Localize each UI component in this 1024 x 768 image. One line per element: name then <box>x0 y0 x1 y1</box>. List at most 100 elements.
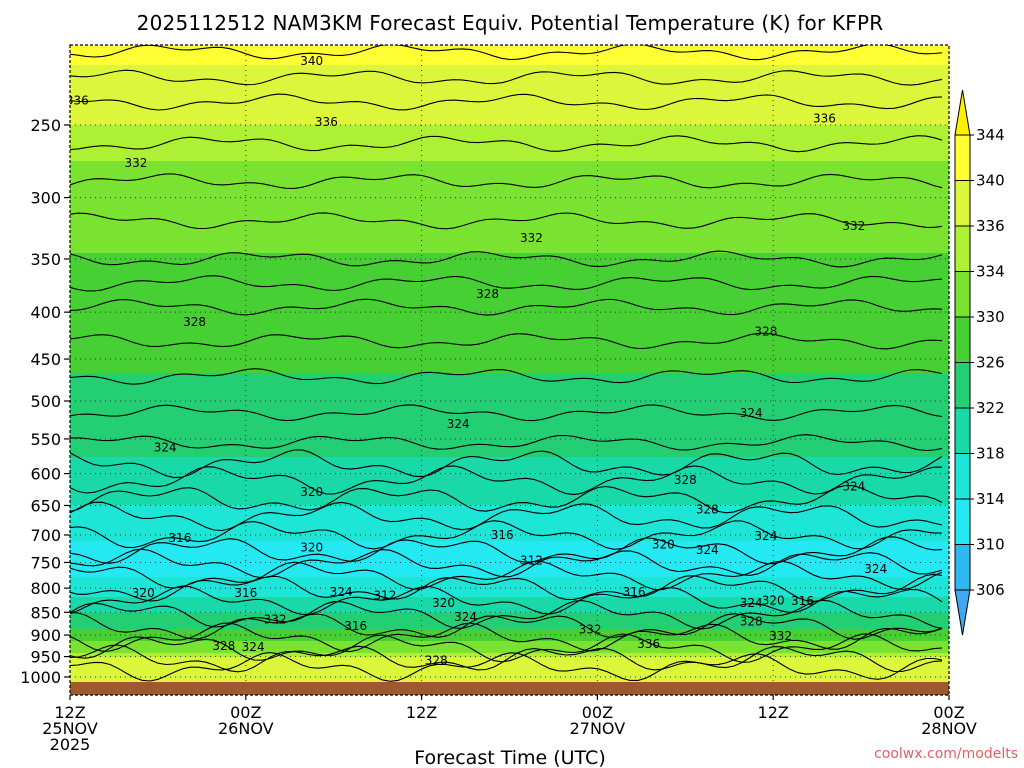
colorbar-segment <box>954 362 971 409</box>
contour-label: 316 <box>623 585 646 599</box>
color-band <box>70 353 949 358</box>
x-tick-label: 00Z <box>230 703 261 722</box>
color-band <box>70 153 949 158</box>
color-band <box>70 465 949 470</box>
color-band <box>70 557 949 562</box>
contour-label: 320 <box>762 593 785 607</box>
y-tick-label: 500 <box>30 392 61 411</box>
color-band <box>70 409 949 414</box>
y-tick-label: 250 <box>30 116 61 135</box>
color-band <box>70 541 949 546</box>
ground-surface <box>70 682 949 695</box>
colorbar-label: 322 <box>976 399 1005 417</box>
x-tick-label: 12Z <box>758 703 789 722</box>
color-band <box>70 345 949 350</box>
color-band <box>70 441 949 446</box>
color-band <box>70 157 949 162</box>
color-band <box>70 433 949 438</box>
color-band <box>70 209 949 214</box>
color-band <box>70 81 949 86</box>
color-band <box>70 585 949 590</box>
color-band <box>70 661 949 666</box>
color-band <box>70 641 949 646</box>
contour-label: 324 <box>447 417 470 431</box>
color-band <box>70 517 949 522</box>
color-band <box>70 121 949 126</box>
contour-label: 324 <box>842 480 865 494</box>
color-band <box>70 621 949 626</box>
contour-label: 320 <box>132 586 155 600</box>
color-band <box>70 149 949 154</box>
y-axis: 250 300 350 400 450 500 550 600 650 700 750 800 850 9… <box>20 116 70 687</box>
color-band <box>70 669 949 674</box>
color-band <box>70 565 949 570</box>
color-band <box>70 485 949 490</box>
color-band <box>70 501 949 506</box>
colorbar-segment <box>954 498 971 545</box>
color-band <box>70 453 949 458</box>
y-tick-label: 650 <box>30 496 61 515</box>
color-band <box>70 481 949 486</box>
color-band <box>70 109 949 114</box>
color-band <box>70 229 949 234</box>
color-band <box>70 637 949 642</box>
color-band <box>70 365 949 370</box>
contour-line <box>70 173 943 189</box>
color-band <box>70 137 949 142</box>
color-band <box>70 521 949 526</box>
contour-line <box>70 652 943 682</box>
contour-line <box>70 633 943 663</box>
y-tick-label: 1000 <box>20 668 61 687</box>
color-band <box>70 289 949 294</box>
color-band <box>70 549 949 554</box>
contour-line <box>70 93 943 111</box>
contour-label: 328 <box>674 473 697 487</box>
y-tick-label: 400 <box>30 303 61 322</box>
contour-label: 332 <box>842 219 865 233</box>
y-tick-label: 350 <box>30 250 61 269</box>
color-band <box>70 457 949 462</box>
color-band <box>70 245 949 250</box>
color-band <box>70 321 949 326</box>
contour-line <box>70 332 943 350</box>
contour-label: 320 <box>432 596 455 610</box>
color-band <box>70 237 949 242</box>
color-band <box>70 225 949 230</box>
contour-label: 336 <box>315 115 338 129</box>
contour-line <box>70 298 943 316</box>
contour-label: 328 <box>212 639 235 653</box>
colorbar-label: 318 <box>976 445 1005 463</box>
colorbar-label: 310 <box>976 536 1005 554</box>
gridlines <box>70 45 949 695</box>
color-band <box>70 609 949 614</box>
color-band <box>70 489 949 494</box>
contour-label: 336 <box>813 112 836 126</box>
color-band <box>70 141 949 146</box>
contour-label: 316 <box>791 594 814 608</box>
color-bands <box>70 45 949 695</box>
contour-line <box>70 368 943 385</box>
color-band <box>70 393 949 398</box>
color-band <box>70 61 949 66</box>
color-band <box>70 161 949 166</box>
color-band <box>70 165 949 170</box>
contour-label: 332 <box>769 629 792 643</box>
contour-label: 328 <box>183 315 206 329</box>
color-band <box>70 193 949 198</box>
colorbar-label: 306 <box>976 581 1005 599</box>
color-band <box>70 405 949 410</box>
contour-label: 320 <box>652 538 675 552</box>
y-tick-label: 950 <box>30 648 61 667</box>
color-band <box>70 85 949 90</box>
color-band <box>70 117 949 122</box>
color-band <box>70 93 949 98</box>
color-band <box>70 285 949 290</box>
contour-line <box>70 612 943 640</box>
color-band <box>70 257 949 262</box>
contour-line <box>70 465 943 496</box>
contour-label: 320 <box>300 540 323 554</box>
color-band <box>70 233 949 238</box>
color-band <box>70 373 949 378</box>
color-band <box>70 133 949 138</box>
y-tick-label: 450 <box>30 350 61 369</box>
